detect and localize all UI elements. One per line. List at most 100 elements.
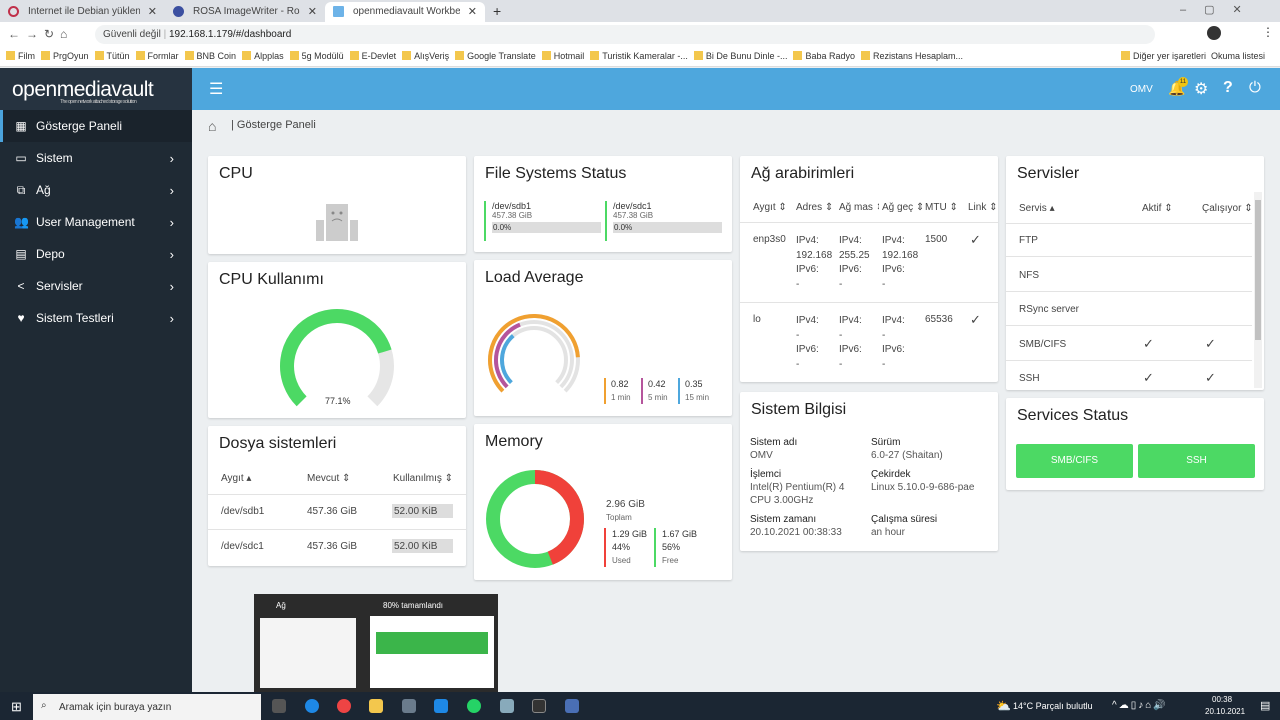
- user-menu[interactable]: OMV: [1130, 84, 1153, 95]
- reading-list[interactable]: Okuma listesi: [1205, 46, 1265, 61]
- cpu-usage-card: CPU Kullanımı 77.1%: [208, 262, 466, 418]
- sidebar-item[interactable]: ▤ Depo ›: [0, 238, 192, 270]
- chrome-icon[interactable]: [337, 699, 351, 713]
- sidebar-item[interactable]: 👥 User Management ›: [0, 206, 192, 238]
- help-icon[interactable]: ?: [1223, 79, 1233, 96]
- clock-time[interactable]: 00:38: [1212, 695, 1233, 704]
- camera-app-icon[interactable]: [532, 699, 546, 713]
- cell-line: 255.25: [839, 249, 870, 261]
- bookmark-item[interactable]: Google Translate: [455, 51, 536, 61]
- card-title: CPU: [219, 165, 253, 182]
- windows-start-icon[interactable]: ⊞: [11, 699, 22, 714]
- col-header[interactable]: Link ⇕: [968, 202, 998, 213]
- menu-icon[interactable]: ⋮: [1262, 25, 1274, 39]
- notifications-icon[interactable]: ▤: [1260, 700, 1271, 712]
- new-tab-button[interactable]: +: [493, 3, 502, 19]
- url-field[interactable]: Güvenli değil | 192.168.1.179/#/dashboar…: [95, 25, 1155, 44]
- calculator-icon[interactable]: [402, 699, 416, 713]
- cpu-card: CPU: [208, 156, 466, 254]
- col-header-running[interactable]: Çalışıyor ⇕: [1202, 203, 1253, 214]
- field-label: Sistem adı: [750, 437, 798, 448]
- col-header[interactable]: Ağ mas ⇕: [839, 202, 879, 213]
- app-icon[interactable]: [500, 699, 514, 713]
- bookmark-item[interactable]: Formlar: [135, 51, 179, 61]
- bookmark-item[interactable]: E-Devlet: [349, 51, 396, 61]
- col-header-used[interactable]: Kullanılmış ⇕: [393, 473, 454, 484]
- col-header-service[interactable]: Servis ▴: [1019, 203, 1055, 214]
- cell-line: 192.168: [796, 249, 833, 261]
- bookmark-item[interactable]: Alpplas: [242, 51, 284, 61]
- bookmark-item[interactable]: 5g Modülü: [289, 51, 344, 61]
- bookmark-item[interactable]: Film: [6, 51, 35, 61]
- whatsapp-icon[interactable]: [467, 699, 481, 713]
- service-row[interactable]: SSH ✓ ✓: [1006, 361, 1252, 390]
- browser-tab[interactable]: ROSA ImageWriter - Rosalab Wik ✕: [165, 2, 325, 22]
- service-row[interactable]: SMB/CIFS ✓ ✓: [1006, 327, 1252, 361]
- bookmark-item[interactable]: Bi De Bunu Dinle -...: [693, 51, 787, 61]
- scrollbar[interactable]: [1254, 192, 1262, 388]
- sidebar-item[interactable]: ▭ Sistem ›: [0, 142, 192, 174]
- gear-icon[interactable]: ⚙: [1194, 81, 1209, 98]
- bookmarks-bar: Film PrgOyun Tütün Formlar BNB Coin Alpplas 5g…: [0, 46, 1280, 67]
- home-icon[interactable]: ⌂: [208, 118, 217, 134]
- bookmark-item[interactable]: AlışVeriş: [402, 51, 449, 61]
- close-tab-icon[interactable]: ✕: [147, 6, 157, 18]
- preview-thumbnail-explorer[interactable]: [260, 618, 356, 688]
- col-header[interactable]: Ağ geç ⇕: [882, 202, 922, 213]
- power-icon[interactable]: ⏻: [1249, 79, 1261, 96]
- sidebar-item[interactable]: ▦ Gösterge Paneli: [0, 110, 192, 142]
- sidebar-item[interactable]: < Servisler ›: [0, 270, 192, 302]
- tray-icons[interactable]: ^☁▯♪⌂🔊: [1112, 700, 1168, 711]
- network-app-icon[interactable]: [565, 699, 579, 713]
- browser-tab[interactable]: İnternet ile Debian yüklenmesi ✕: [0, 2, 165, 22]
- omv-logo[interactable]: openmediavault The open network attached …: [0, 68, 192, 110]
- close-tab-icon[interactable]: ✕: [467, 6, 477, 18]
- col-header[interactable]: MTU ⇕: [925, 202, 958, 213]
- weather-text[interactable]: 14°C Parçalı bulutlu: [1013, 701, 1093, 711]
- taskbar-search[interactable]: ⌕ Aramak için buraya yazın: [33, 694, 261, 720]
- cell-line: IPv6:: [882, 264, 905, 275]
- sidebar-item-label: Gösterge Paneli: [36, 119, 123, 133]
- bookmark-item[interactable]: BNB Coin: [184, 51, 236, 61]
- field-label: Sistem zamanı: [750, 514, 817, 525]
- other-bookmarks[interactable]: Diğer yer işaretleri: [1115, 46, 1206, 61]
- col-header-available[interactable]: Mevcut ⇕: [307, 473, 351, 484]
- service-row[interactable]: RSync server: [1006, 292, 1252, 326]
- bookmark-label: Google Translate: [467, 51, 536, 61]
- col-header-device[interactable]: Aygıt ▴: [221, 473, 252, 484]
- mail-icon[interactable]: [434, 699, 448, 713]
- bookmark-item[interactable]: Hotmail: [541, 51, 584, 61]
- file-explorer-icon[interactable]: [369, 699, 383, 713]
- bookmark-item[interactable]: Baba Radyo: [793, 51, 855, 61]
- col-header[interactable]: Aygıt ⇕: [753, 202, 787, 213]
- close-tab-icon[interactable]: ✕: [307, 6, 317, 18]
- bookmark-item[interactable]: Tütün: [94, 51, 130, 61]
- sidebar-item[interactable]: ⧉ Ağ ›: [0, 174, 192, 206]
- preview-thumbnail-copy[interactable]: [370, 616, 494, 688]
- fs-status-item: /dev/sdc1 457.38 GiB 0.0%: [605, 201, 722, 241]
- col-header-active[interactable]: Aktif ⇕: [1142, 203, 1173, 214]
- nav-buttons[interactable]: ←→↻⌂: [8, 27, 74, 41]
- service-row[interactable]: FTP: [1006, 223, 1252, 257]
- card-title: Dosya sistemleri: [219, 435, 337, 452]
- sidebar-item[interactable]: ♥ Sistem Testleri ›: [0, 302, 192, 334]
- profile-avatar[interactable]: [1207, 26, 1221, 40]
- logo-text: openmediavault: [12, 78, 154, 101]
- hamburger-menu-icon[interactable]: ☰: [209, 81, 224, 98]
- bookmark-item[interactable]: Turistik Kameralar -...: [590, 51, 688, 61]
- bookmark-item[interactable]: PrgOyun: [41, 51, 89, 61]
- col-header[interactable]: Adres ⇕: [796, 202, 834, 213]
- cell-line: -: [796, 278, 800, 290]
- browser-tab-active[interactable]: openmediavault Workbench ✕: [325, 2, 485, 22]
- cell-device: /dev/sdc1: [221, 541, 264, 552]
- service-row[interactable]: NFS: [1006, 258, 1252, 292]
- bookmark-item[interactable]: Rezistans Hesaplam...: [861, 51, 963, 61]
- service-status-smb[interactable]: SMB/CIFS: [1016, 444, 1133, 478]
- service-status-ssh[interactable]: SSH: [1138, 444, 1255, 478]
- task-view-icon[interactable]: [272, 699, 286, 713]
- clock-date[interactable]: 20.10.2021: [1205, 707, 1246, 716]
- load-gauge: [488, 314, 580, 393]
- edge-icon[interactable]: [305, 699, 319, 713]
- window-controls[interactable]: –▢✕: [1180, 4, 1260, 16]
- cell-mtu: 65536: [925, 314, 953, 325]
